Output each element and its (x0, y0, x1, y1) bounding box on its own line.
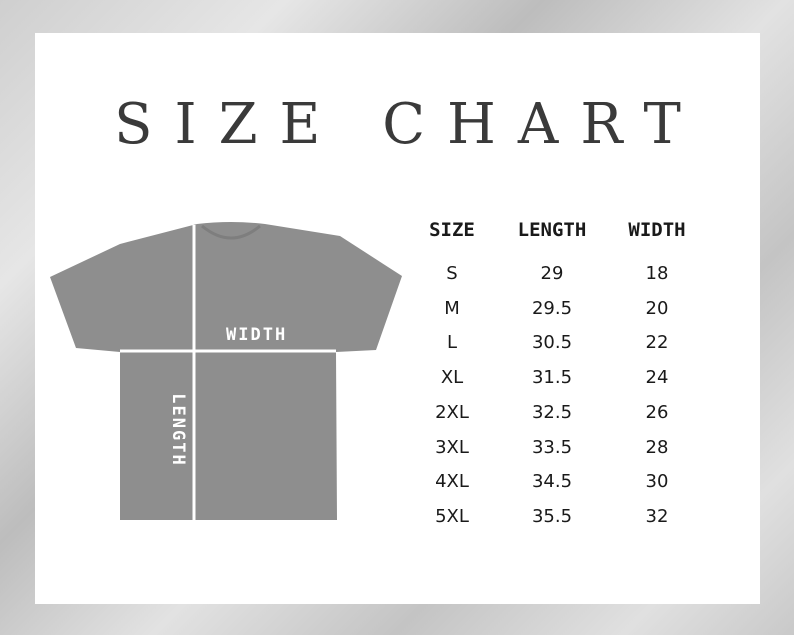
table-cell: 29 (540, 263, 564, 284)
column-header-length: LENGTH (517, 219, 587, 241)
table-cell: 24 (645, 367, 669, 389)
table-cell: 32.5 (531, 401, 573, 423)
table-cell: 26 (645, 401, 669, 423)
column-header-size: SIZE (429, 219, 475, 241)
width-label: WIDTH (226, 325, 288, 345)
tshirt-image (50, 222, 402, 520)
table-cell: 30 (645, 471, 669, 493)
table-cell: 4XL (435, 471, 469, 493)
table-cell: L (446, 332, 458, 354)
table-cell: 34.5 (531, 471, 573, 493)
table-cell: 35.5 (531, 505, 573, 527)
table-cell: 3XL (435, 436, 469, 458)
table-cell: 2XL (435, 401, 469, 423)
table-cell: 28 (645, 436, 669, 458)
table-cell: 29.5 (531, 297, 573, 319)
table-cell: 20 (645, 297, 669, 319)
table-cell: 18 (645, 263, 669, 284)
page-title: SIZE CHART (114, 92, 703, 157)
tshirt-collar (201, 224, 261, 240)
table-cell: XL (440, 367, 464, 389)
table-cell: S (446, 263, 458, 284)
column-header-width: WIDTH (628, 219, 686, 241)
table-cell: 31.5 (531, 367, 573, 389)
table-cell: 30.5 (531, 332, 573, 354)
table-cell: 22 (645, 332, 669, 354)
table-cell: 5XL (435, 505, 469, 527)
table-cell: M (444, 297, 460, 319)
table-cell: 33.5 (531, 436, 573, 458)
length-label: LENGTH (168, 393, 188, 467)
table-cell: 32 (645, 505, 669, 527)
